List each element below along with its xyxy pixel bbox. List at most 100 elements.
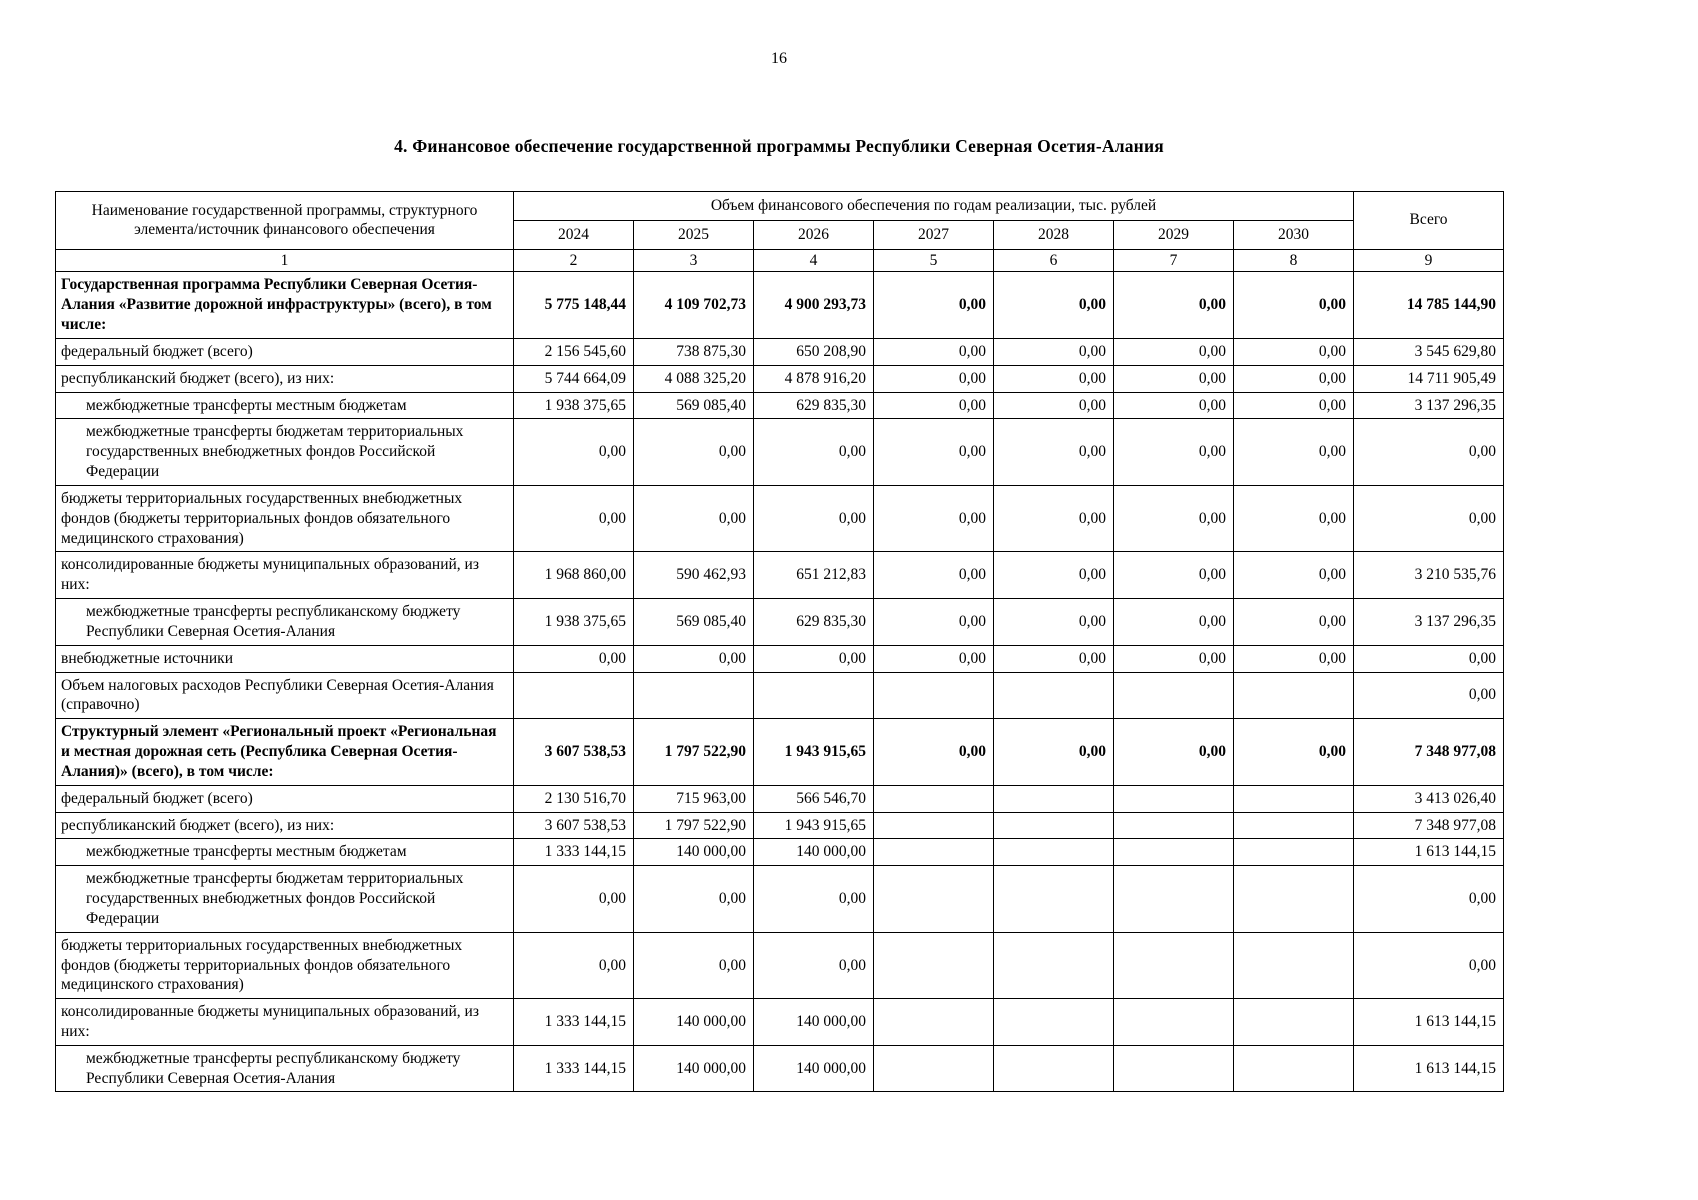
table-row: межбюджетные трансферты республиканскому…: [55, 598, 1505, 646]
year-value: [1232, 931, 1355, 1000]
row-name: консолидированные бюджеты муниципальных …: [55, 551, 514, 600]
row-name: бюджеты территориальных государственных …: [55, 484, 514, 553]
table-row: бюджеты территориальных государственных …: [55, 484, 1505, 553]
year-value: 0,00: [1232, 337, 1355, 366]
finance-table: Наименование государственной программы, …: [55, 191, 1505, 1093]
year-value: 0,00: [1232, 364, 1355, 393]
year-value: [873, 784, 994, 813]
col-header-years-group: Объем финансового обеспечения по годам р…: [512, 191, 1355, 221]
year-value: 0,00: [873, 484, 994, 553]
year-value: 1 968 860,00: [513, 551, 634, 600]
year-value: 0,00: [993, 718, 1114, 786]
year-value: 0,00: [513, 865, 634, 933]
year-value: [513, 671, 634, 720]
year-value: [1113, 1044, 1234, 1093]
row-total: 14 711 905,49: [1353, 364, 1505, 393]
year-value: [1232, 838, 1355, 867]
year-value: 0,00: [633, 931, 754, 1000]
year-value: 4 900 293,73: [753, 271, 874, 339]
row-name: межбюджетные трансферты местным бюджетам: [55, 391, 514, 420]
row-name: межбюджетные трансферты республиканскому…: [55, 1044, 514, 1093]
year-value: 0,00: [1113, 391, 1234, 420]
row-name: федеральный бюджет (всего): [55, 337, 514, 366]
year-header: 2024: [513, 219, 634, 250]
row-total: 0,00: [1353, 644, 1505, 673]
column-number: 1: [55, 248, 514, 273]
row-total: 0,00: [1353, 865, 1505, 933]
year-value: 2 130 516,70: [513, 784, 634, 813]
year-value: [1232, 998, 1355, 1046]
row-total: 3 545 629,80: [1353, 337, 1505, 366]
table-row: внебюджетные источники 0,00 0,00 0,00 0,00 0,…: [55, 644, 1505, 673]
year-value: [873, 998, 994, 1046]
year-value: 0,00: [993, 271, 1114, 339]
year-value: 0,00: [1232, 644, 1355, 673]
year-header: 2026: [753, 219, 874, 250]
row-name: бюджеты территориальных государственных …: [55, 931, 514, 1000]
year-value: 0,00: [873, 598, 994, 646]
year-value: 0,00: [1113, 364, 1234, 393]
table-row: федеральный бюджет (всего) 2 130 516,70 71…: [55, 784, 1505, 813]
year-value: [993, 1044, 1114, 1093]
col-header-name: Наименование государственной программы, …: [55, 191, 514, 250]
year-value: [1232, 784, 1355, 813]
row-total: 3 413 026,40: [1353, 784, 1505, 813]
row-name: межбюджетные трансферты местным бюджетам: [55, 838, 514, 867]
header-row-years: 2024 2025 2026 2027 2028 2029 2030: [56, 219, 1504, 250]
year-header: 2028: [993, 219, 1114, 250]
year-value: [1232, 811, 1355, 840]
year-value: [1113, 931, 1234, 1000]
year-value: 0,00: [873, 271, 994, 339]
year-value: 0,00: [633, 484, 754, 553]
column-number: 4: [753, 248, 874, 273]
column-number: 2: [513, 248, 634, 273]
year-value: [993, 671, 1114, 720]
year-value: 0,00: [1232, 484, 1355, 553]
year-value: 569 085,40: [633, 391, 754, 420]
row-total: 1 613 144,15: [1353, 998, 1505, 1046]
row-name: внебюджетные источники: [55, 644, 514, 673]
year-value: 1 943 915,65: [753, 811, 874, 840]
year-value: 1 797 522,90: [633, 718, 754, 786]
year-value: [1113, 671, 1234, 720]
year-value: 0,00: [1113, 644, 1234, 673]
year-value: 0,00: [873, 418, 994, 486]
year-value: 0,00: [1113, 271, 1234, 339]
column-number: 7: [1113, 248, 1234, 273]
year-value: [993, 838, 1114, 867]
year-value: [993, 784, 1114, 813]
table-body: Государственная программа Республики Сев…: [55, 271, 1505, 1093]
table-row: Государственная программа Республики Сев…: [55, 271, 1505, 339]
row-name: республиканский бюджет (всего), из них:: [55, 811, 514, 840]
year-value: 0,00: [1113, 418, 1234, 486]
year-value: 0,00: [633, 865, 754, 933]
row-name: Государственная программа Республики Сев…: [55, 271, 514, 339]
row-total: 1 613 144,15: [1353, 838, 1505, 867]
year-value: 0,00: [993, 418, 1114, 486]
page-number: 16: [771, 50, 787, 67]
year-value: [753, 671, 874, 720]
year-value: 0,00: [993, 484, 1114, 553]
year-value: [873, 671, 994, 720]
year-value: 140 000,00: [753, 1044, 874, 1093]
year-value: 0,00: [993, 364, 1114, 393]
year-header: 2029: [1113, 219, 1234, 250]
table-row: Структурный элемент «Региональный проект…: [55, 718, 1505, 786]
year-header: 2030: [1232, 219, 1355, 250]
year-value: 566 546,70: [753, 784, 874, 813]
year-value: 0,00: [1232, 551, 1355, 600]
year-value: [993, 931, 1114, 1000]
year-value: [993, 998, 1114, 1046]
year-value: 629 835,30: [753, 391, 874, 420]
year-value: 0,00: [873, 551, 994, 600]
row-name: межбюджетные трансферты республиканскому…: [55, 598, 514, 646]
year-value: 0,00: [633, 418, 754, 486]
year-value: 0,00: [753, 865, 874, 933]
year-value: 0,00: [993, 644, 1114, 673]
column-number: 6: [993, 248, 1114, 273]
year-value: 1 333 144,15: [513, 998, 634, 1046]
year-value: [873, 865, 994, 933]
col-header-total: Всего: [1353, 191, 1505, 250]
year-value: 0,00: [873, 718, 994, 786]
